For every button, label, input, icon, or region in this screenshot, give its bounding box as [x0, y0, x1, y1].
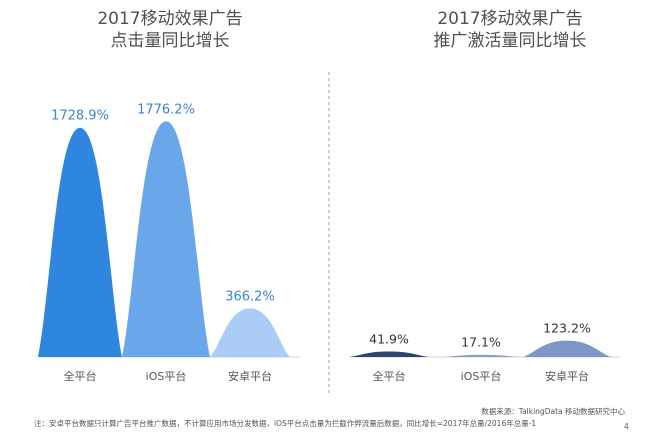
- right-bar-1: [349, 351, 429, 357]
- left-category-label-3: 安卓平台: [228, 369, 272, 383]
- data-source-note: 数据来源：TalkingData 移动数据研究中心: [481, 407, 625, 416]
- left-category-label-1: 全平台: [64, 369, 97, 383]
- left-bar-2: [122, 121, 210, 357]
- right-value-label-3: 123.2%: [543, 321, 591, 336]
- right-bar-3: [523, 340, 611, 357]
- right-title-line2: 推广激活量同比增长: [433, 31, 587, 51]
- right-category-label-1: 全平台: [373, 369, 406, 383]
- left-value-label-2: 1776.2%: [137, 102, 195, 117]
- left-title-line2: 点击量同比增长: [110, 31, 230, 51]
- left-value-label-1: 1728.9%: [51, 109, 109, 124]
- page-number: 4: [623, 422, 629, 431]
- right-chart-title: 2017移动效果广告 推广激活量同比增长: [380, 8, 640, 52]
- left-bar-1: [38, 127, 122, 357]
- left-title-line1: 2017移动效果广告: [97, 9, 243, 29]
- left-value-label-3: 366.2%: [225, 289, 275, 304]
- left-chart-title: 2017移动效果广告 点击量同比增长: [40, 8, 300, 52]
- right-value-label-1: 41.9%: [369, 331, 409, 346]
- right-bar-2: [443, 354, 519, 357]
- footnote: 注：安卓平台数据只计算广告平台推广数据，不计算应用市场分发数据，iOS平台点击量…: [34, 419, 537, 428]
- left-bar-3: [210, 308, 290, 357]
- left-category-label-2: iOS平台: [146, 369, 187, 383]
- right-value-label-2: 17.1%: [461, 335, 501, 350]
- right-title-line1: 2017移动效果广告: [437, 9, 583, 29]
- right-category-label-3: 安卓平台: [545, 369, 589, 383]
- right-category-label-2: iOS平台: [461, 369, 502, 383]
